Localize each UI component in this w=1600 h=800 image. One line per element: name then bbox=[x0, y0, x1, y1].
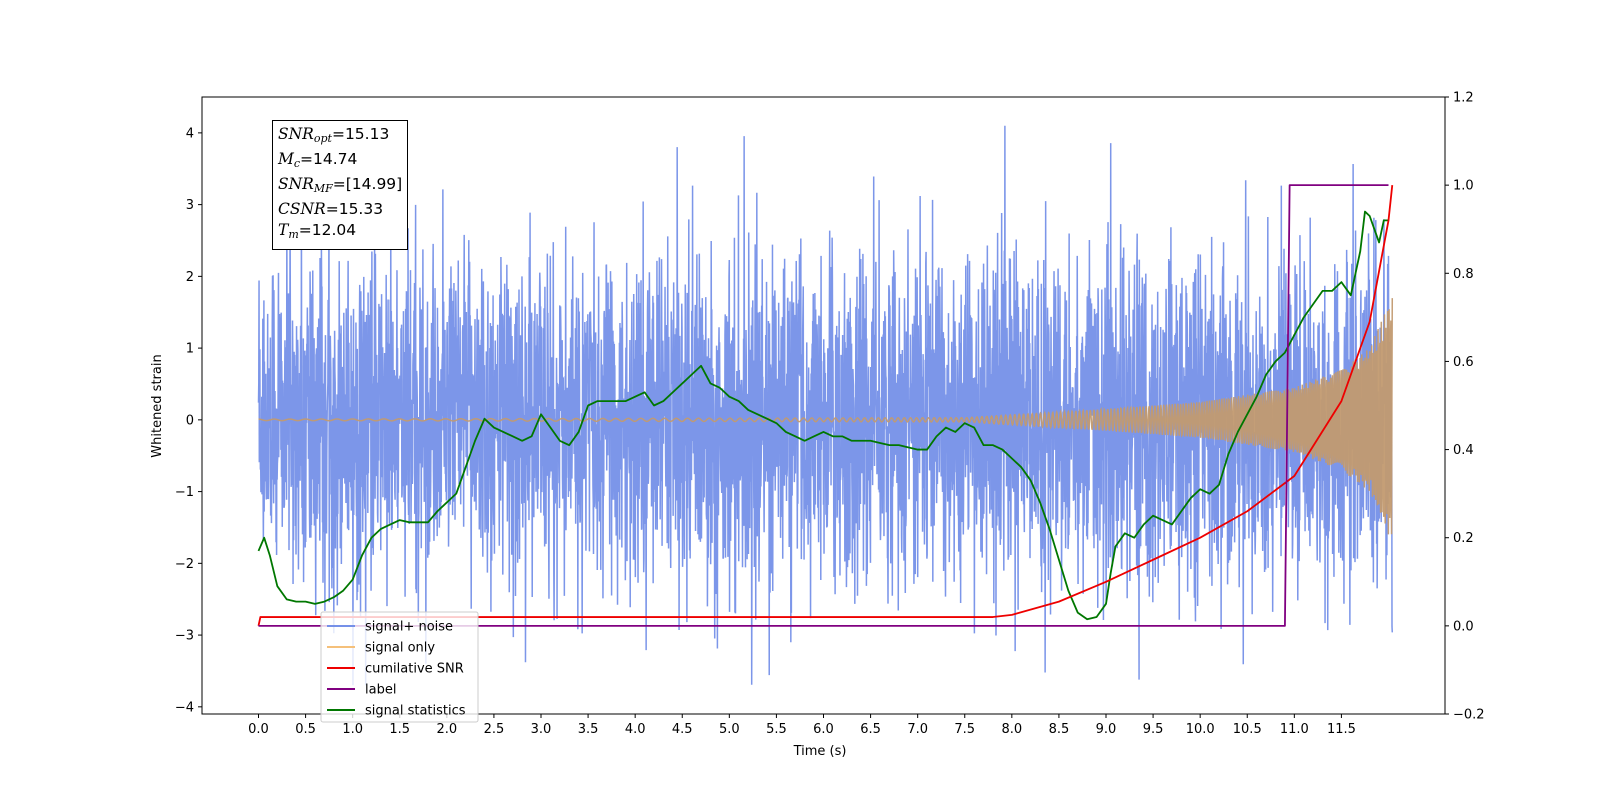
metrics-annotation-box: SNRopt=15.13 Mc=14.74 SNRMF=[14.99] CSNR… bbox=[272, 120, 409, 250]
x-tick-label: 5.5 bbox=[766, 722, 787, 737]
y-left-tick-label: 4 bbox=[186, 126, 194, 141]
x-tick-label: 1.0 bbox=[342, 722, 363, 737]
series-signal-noise bbox=[257, 125, 1394, 686]
y-right-tick-label: 1.2 bbox=[1453, 91, 1474, 106]
y-right-tick-label: −0.2 bbox=[1453, 708, 1485, 723]
x-tick-label: 0.0 bbox=[248, 722, 269, 737]
y-right-tick-label: 1.0 bbox=[1453, 179, 1474, 194]
x-tick-label: 4.5 bbox=[672, 722, 693, 737]
y-left-tick-label: 0 bbox=[186, 413, 194, 428]
y-right-tick-label: 0.6 bbox=[1453, 355, 1474, 370]
csnr-value: =15.33 bbox=[325, 200, 384, 218]
x-tick-label: 0.5 bbox=[295, 722, 316, 737]
label-series-layer bbox=[258, 184, 1389, 627]
x-tick-label: 9.0 bbox=[1096, 722, 1117, 737]
y-left-tick-label: −2 bbox=[175, 557, 194, 572]
x-tick-label: 2.0 bbox=[436, 722, 457, 737]
csnr-row: CSNR=15.33 bbox=[278, 200, 384, 218]
x-tick-label: 9.5 bbox=[1143, 722, 1164, 737]
y-left-tick-label: −1 bbox=[175, 485, 194, 500]
x-tick-label: 1.5 bbox=[389, 722, 410, 737]
x-tick-label: 11.0 bbox=[1280, 722, 1309, 737]
mc-row: Mc=14.74 bbox=[278, 150, 358, 170]
legend-label: signal+ noise bbox=[365, 620, 453, 635]
y-right-tick-label: 0.8 bbox=[1453, 267, 1474, 282]
signal-statistics-series-layer bbox=[257, 210, 1389, 621]
x-tick-label: 10.0 bbox=[1186, 722, 1215, 737]
series-signal-statistics bbox=[257, 210, 1389, 621]
legend-label: cumilative SNR bbox=[365, 662, 464, 677]
y-axis-label: Whitened strain bbox=[150, 354, 165, 457]
noise-series-layer bbox=[257, 125, 1394, 686]
mc-value: =14.74 bbox=[300, 150, 358, 168]
x-tick-label: 6.5 bbox=[860, 722, 881, 737]
x-tick-label: 2.5 bbox=[484, 722, 505, 737]
x-tick-label: 8.0 bbox=[1001, 722, 1022, 737]
series-label bbox=[258, 184, 1389, 627]
y-left-tick-label: 1 bbox=[186, 342, 194, 357]
x-tick-label: 7.0 bbox=[907, 722, 928, 737]
x-axis-label: Time (s) bbox=[793, 744, 847, 759]
legend-label: signal only bbox=[365, 641, 435, 656]
x-tick-label: 11.5 bbox=[1327, 722, 1356, 737]
x-tick-label: 7.5 bbox=[954, 722, 975, 737]
legend-label: signal statistics bbox=[365, 704, 466, 719]
x-tick-label: 10.5 bbox=[1233, 722, 1262, 737]
snr-mf-row: SNRMF=[14.99] bbox=[278, 175, 403, 195]
x-tick-label: 6.0 bbox=[813, 722, 834, 737]
cumulative-snr-series-layer bbox=[257, 185, 1394, 627]
series-cumulative-snr bbox=[257, 185, 1394, 627]
x-axis: 0.0 0.5 1.0 1.5 2.0 2.5 3.0 3.5 4.0 4.5 5.0 5.5 6.0 6… bbox=[248, 714, 1356, 737]
snr-opt-row: SNRopt=15.13 bbox=[278, 125, 390, 145]
x-tick-label: 8.5 bbox=[1049, 722, 1070, 737]
y-left-tick-label: 2 bbox=[186, 270, 194, 285]
legend-frame bbox=[320, 611, 479, 723]
y-right-tick-label: 0.2 bbox=[1453, 531, 1474, 546]
legend-label: label bbox=[365, 683, 396, 698]
y-left-tick-label: 3 bbox=[186, 198, 194, 213]
series-signal-only bbox=[258, 298, 1394, 535]
snr-opt-value: =15.13 bbox=[331, 125, 390, 143]
y-axis-left: 4 3 2 1 0 −1 −2 −3 −4 bbox=[175, 126, 202, 715]
y-axis-right: 1.2 1.0 0.8 0.6 0.4 0.2 0.0 −0.2 bbox=[1445, 91, 1485, 723]
legend: signal+ noise signal only cumilative SNR la… bbox=[320, 611, 479, 723]
x-tick-label: 3.0 bbox=[531, 722, 552, 737]
snr-mf-value: =[14.99] bbox=[332, 175, 403, 193]
x-tick-label: 3.5 bbox=[578, 722, 599, 737]
tm-row: Tm=12.04 bbox=[278, 221, 357, 241]
tm-value: =12.04 bbox=[298, 221, 357, 239]
signal-only-series-layer bbox=[258, 298, 1394, 535]
y-right-tick-label: 0.0 bbox=[1453, 619, 1474, 634]
y-left-tick-label: −4 bbox=[175, 700, 194, 715]
x-tick-label: 4.0 bbox=[625, 722, 646, 737]
y-left-tick-label: −3 bbox=[175, 629, 194, 644]
y-right-tick-label: 0.4 bbox=[1453, 443, 1474, 458]
x-tick-label: 5.0 bbox=[719, 722, 740, 737]
